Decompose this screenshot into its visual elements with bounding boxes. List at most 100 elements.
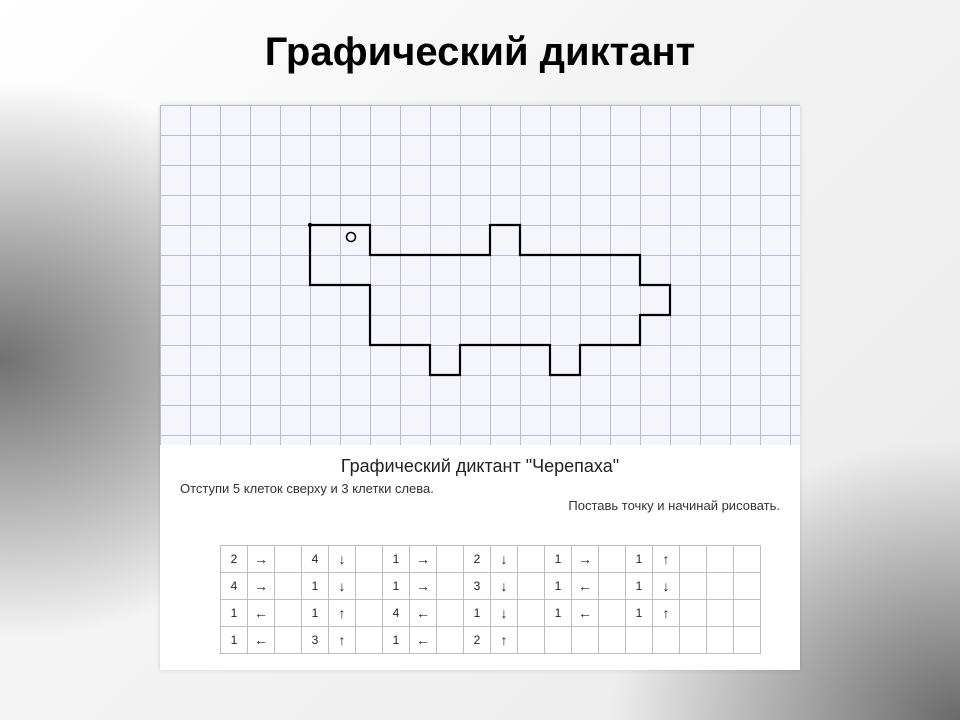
up-arrow-icon: ↑: [339, 605, 346, 621]
instr-cell: [356, 600, 383, 627]
instr-cell: ←: [248, 627, 275, 654]
instr-cell: ↓: [491, 573, 518, 600]
instr-cell: 4: [383, 600, 410, 627]
instr-cell: ↓: [653, 573, 680, 600]
instructions-table: 2→4↓1→2↓1→1↑4→1↓1→3↓1←1↓1←1↑4←1↓1←1↑1←3↑…: [220, 545, 761, 654]
up-arrow-icon: ↑: [339, 632, 346, 648]
caption-area: Графический диктант "Черепаха" Отступи 5…: [160, 450, 800, 523]
instr-cell: 1: [383, 546, 410, 573]
instr-cell: →: [248, 573, 275, 600]
instr-cell: ←: [572, 573, 599, 600]
up-arrow-icon: ↑: [663, 605, 670, 621]
right-arrow-icon: →: [416, 578, 430, 594]
instr-cell: →: [248, 546, 275, 573]
left-arrow-icon: ←: [578, 605, 592, 621]
instr-cell: 1: [302, 573, 329, 600]
instr-cell: [680, 600, 707, 627]
left-arrow-icon: ←: [578, 578, 592, 594]
instr-cell: [437, 546, 464, 573]
instr-cell: ←: [572, 600, 599, 627]
instr-cell: [707, 600, 734, 627]
instr-cell: [356, 573, 383, 600]
instr-cell: ←: [248, 600, 275, 627]
grid-svg: [160, 105, 800, 445]
grid-area: [160, 105, 800, 445]
instr-cell: 4: [221, 573, 248, 600]
instr-cell: 3: [302, 627, 329, 654]
instr-cell: [707, 546, 734, 573]
instr-cell: 1: [221, 627, 248, 654]
instr-cell: 1: [302, 600, 329, 627]
instr-cell: [734, 573, 761, 600]
down-arrow-icon: ↓: [663, 578, 670, 594]
instr-cell: 2: [221, 546, 248, 573]
right-arrow-icon: →: [416, 551, 430, 567]
instr-cell: →: [410, 546, 437, 573]
down-arrow-icon: ↓: [501, 605, 508, 621]
instr-cell: [275, 600, 302, 627]
instr-cell: 1: [221, 600, 248, 627]
left-arrow-icon: ←: [254, 605, 268, 621]
instr-cell: [572, 627, 599, 654]
instr-cell: [545, 627, 572, 654]
instr-cell: 1: [383, 627, 410, 654]
caption-title: Графический диктант "Черепаха": [180, 456, 780, 477]
left-arrow-icon: ←: [254, 632, 268, 648]
right-arrow-icon: →: [254, 578, 268, 594]
instr-cell: ↑: [653, 600, 680, 627]
right-arrow-icon: →: [254, 551, 268, 567]
left-arrow-icon: ←: [416, 632, 430, 648]
instr-cell: [680, 546, 707, 573]
instr-cell: ↓: [329, 573, 356, 600]
instr-cell: 1: [545, 573, 572, 600]
instr-cell: [437, 600, 464, 627]
left-arrow-icon: ←: [416, 605, 430, 621]
slide-title: Графический диктант: [0, 30, 960, 75]
instr-cell: 3: [464, 573, 491, 600]
instr-cell: 4: [302, 546, 329, 573]
instr-cell: ↑: [653, 546, 680, 573]
instr-cell: [437, 573, 464, 600]
instr-cell: 1: [383, 573, 410, 600]
instr-cell: [437, 627, 464, 654]
instr-cell: [734, 627, 761, 654]
instr-cell: [518, 600, 545, 627]
instr-cell: [707, 573, 734, 600]
down-arrow-icon: ↓: [501, 578, 508, 594]
instr-cell: 1: [545, 546, 572, 573]
instr-cell: [680, 627, 707, 654]
instr-cell: ↓: [491, 600, 518, 627]
instr-cell: [599, 573, 626, 600]
instr-cell: 1: [464, 600, 491, 627]
instr-cell: ↑: [329, 600, 356, 627]
instr-cell: [734, 546, 761, 573]
down-arrow-icon: ↓: [339, 578, 346, 594]
instr-cell: [707, 627, 734, 654]
instr-cell: [626, 627, 653, 654]
instr-cell: [356, 627, 383, 654]
instr-cell: →: [572, 546, 599, 573]
instr-cell: [734, 600, 761, 627]
instr-cell: [275, 627, 302, 654]
instr-cell: ←: [410, 600, 437, 627]
worksheet-card: BebiKLad.ru Графический диктант "Черепах…: [160, 105, 800, 670]
instr-cell: 2: [464, 627, 491, 654]
instr-cell: [356, 546, 383, 573]
instr-cell: ←: [410, 627, 437, 654]
instr-cell: →: [410, 573, 437, 600]
up-arrow-icon: ↑: [501, 632, 508, 648]
instr-cell: [518, 573, 545, 600]
instr-cell: 1: [626, 546, 653, 573]
instr-cell: ↓: [491, 546, 518, 573]
instr-cell: 1: [626, 600, 653, 627]
caption-line1: Отступи 5 клеток сверху и 3 клетки слева…: [180, 481, 780, 496]
instr-cell: [518, 627, 545, 654]
instr-cell: 1: [545, 600, 572, 627]
instr-cell: [599, 600, 626, 627]
down-arrow-icon: ↓: [339, 551, 346, 567]
instr-cell: [275, 546, 302, 573]
instr-cell: 2: [464, 546, 491, 573]
slide: Графический диктант BebiKLad.ru Графичес…: [0, 0, 960, 720]
instr-cell: ↑: [491, 627, 518, 654]
instr-cell: [599, 546, 626, 573]
